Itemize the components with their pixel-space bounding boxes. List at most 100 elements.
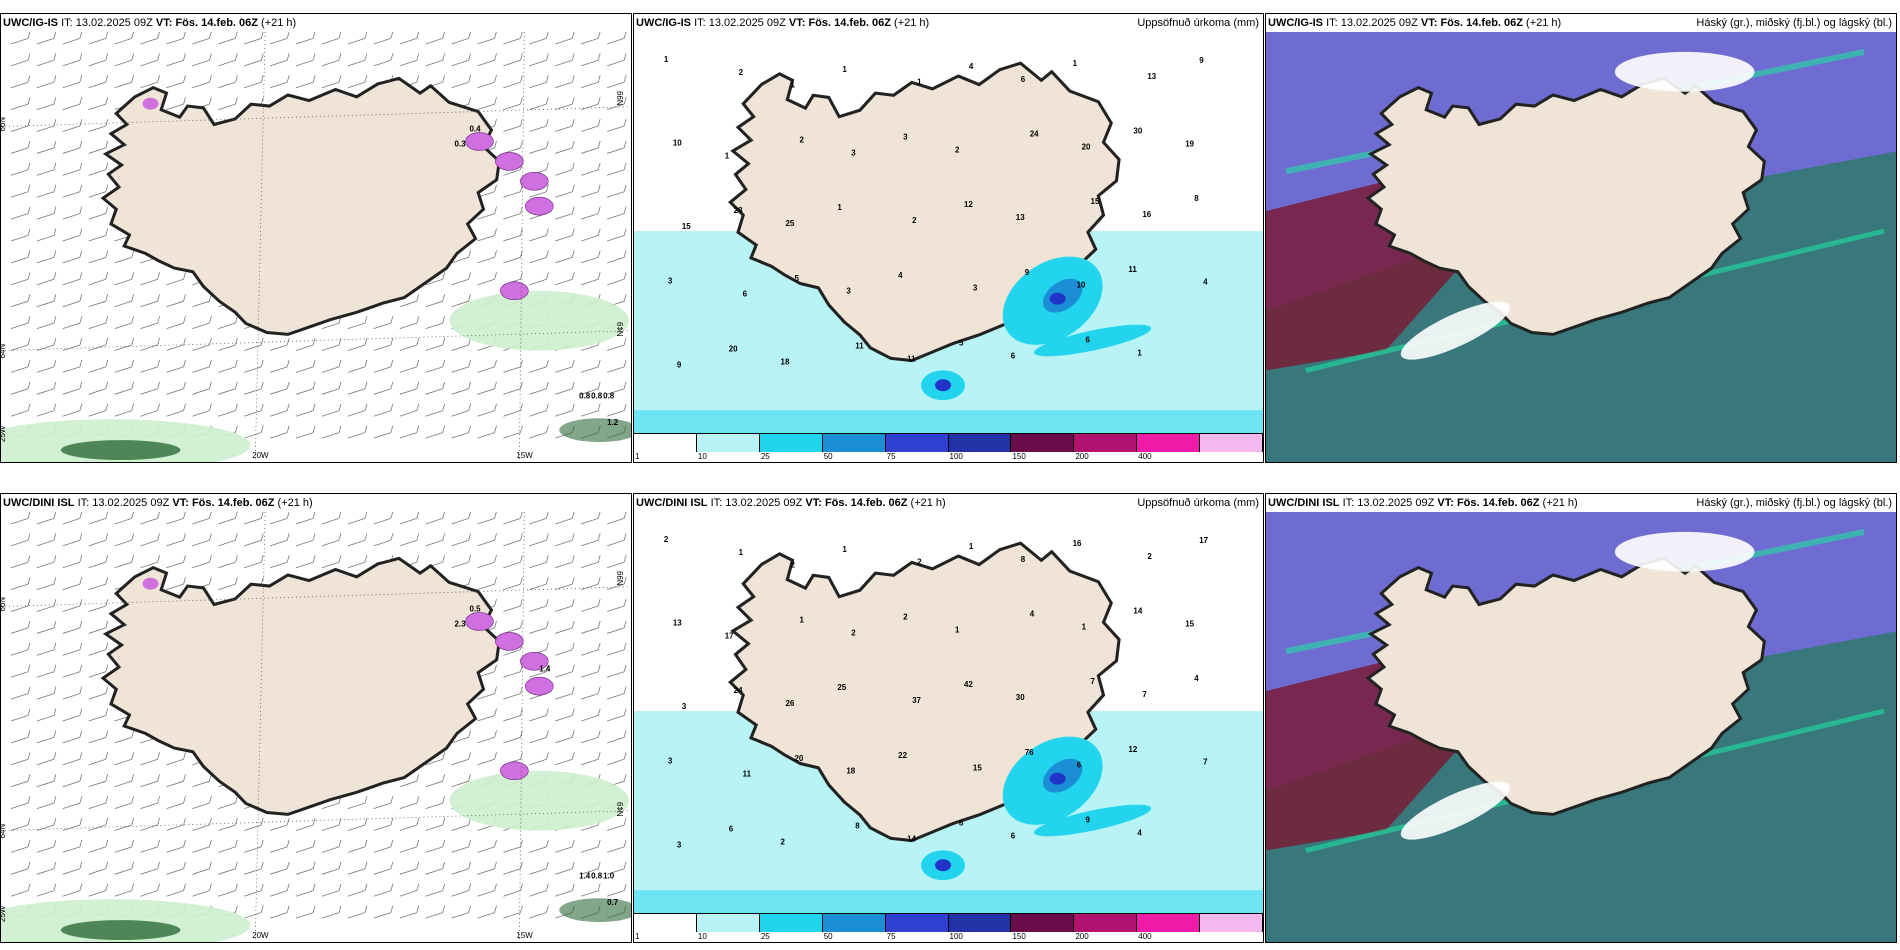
wind-barb-shaft: [88, 125, 106, 132]
wind-barb-flag: [338, 883, 342, 891]
wind-barb-shaft: [477, 432, 495, 439]
wind-barb-flag: [260, 425, 264, 433]
wind-barb-shaft: [88, 300, 106, 308]
wind-barb-flag: [468, 32, 471, 39]
wind-barb-shaft: [62, 758, 80, 766]
value-label: 4: [898, 271, 903, 280]
wind-barb-shaft: [399, 539, 417, 547]
wind-barb: [451, 425, 471, 439]
wind-barb: [244, 75, 264, 89]
wind-barb-flag: [338, 512, 342, 519]
value-label: 24: [734, 686, 743, 695]
wind-barb-shaft: [295, 518, 314, 525]
wind-barb-shaft: [88, 410, 106, 417]
wind-barb-flag: [623, 686, 627, 694]
wind-barb-shaft: [140, 388, 158, 395]
wind-barb-flag: [234, 97, 238, 105]
wind-barb-flag: [79, 403, 83, 411]
wind-barb-flag: [105, 686, 109, 694]
wind-barb-shaft: [503, 38, 521, 45]
wind-barb-flag: [494, 620, 497, 629]
wind-barb-shaft: [555, 649, 573, 656]
value-label: 6: [1011, 831, 1016, 840]
wind-barb-shaft: [581, 737, 599, 744]
wind-barb-flag: [390, 883, 394, 891]
wind-barb-flag: [131, 316, 135, 324]
wind-barb: [218, 533, 238, 547]
value-label: 0.7: [607, 898, 619, 907]
wind-barb-shaft: [555, 518, 573, 525]
wind-barb: [295, 905, 316, 919]
wind-barb-shaft: [555, 191, 573, 198]
wind-barb: [36, 598, 57, 612]
wind-barb: [477, 861, 497, 875]
wind-barb: [529, 359, 549, 373]
wind-barb-shaft: [321, 410, 340, 417]
wind-barb: [555, 403, 575, 417]
wind-barb: [606, 32, 627, 45]
wind-barb-flag: [623, 75, 627, 83]
wind-barb-flag: [442, 316, 446, 324]
wind-barb: [503, 861, 523, 875]
wind-barb: [36, 839, 57, 853]
wind-barb-shaft: [36, 583, 55, 591]
wind-barb-flag: [183, 359, 186, 367]
wind-barb-shaft: [606, 213, 625, 220]
wind-barb: [606, 817, 627, 831]
value-label: 4: [1030, 609, 1035, 618]
wind-barb: [503, 75, 523, 89]
wind-barb-flag: [260, 97, 264, 105]
wind-barb-shaft: [606, 890, 625, 897]
wind-barb-flag: [468, 730, 471, 738]
wind-barb-shaft: [606, 693, 625, 700]
wind-barb-flag: [571, 752, 575, 760]
wind-barb-flag: [183, 337, 186, 346]
wind-barb-flag: [53, 598, 57, 607]
wind-barb-shaft: [555, 278, 573, 286]
wind-barb-flag: [105, 75, 109, 83]
wind-barb-flag: [623, 381, 627, 389]
wind-barb: [218, 316, 238, 329]
value-label: 13: [1016, 213, 1025, 222]
wind-barb: [503, 228, 523, 242]
wind-barb-shaft: [36, 388, 55, 395]
wind-barb-shaft: [244, 366, 262, 373]
wind-barb-shaft: [114, 890, 132, 897]
value-label: 28: [734, 206, 743, 215]
wind-barb-shaft: [555, 59, 573, 67]
wind-barb: [10, 294, 31, 308]
wind-barb-flag: [468, 272, 471, 280]
wind-barb-flag: [390, 359, 394, 367]
wind-barb: [606, 598, 627, 612]
wind-barb-flag: [520, 359, 523, 367]
wind-barb-flag: [468, 75, 471, 83]
wind-barb-shaft: [295, 846, 314, 853]
wind-barb-shaft: [581, 147, 599, 154]
wind-barb-flag: [79, 796, 83, 804]
wind-barb-flag: [546, 577, 549, 585]
wind-barb: [555, 577, 575, 591]
wind-barb-shaft: [114, 846, 132, 853]
wind-barb: [555, 140, 575, 154]
wind-barb-flag: [27, 533, 31, 541]
map-ig-wind: 66N 64N N99 N¢9 20W 15W 25W 0.4 0.3 0.8 0.8 0.8 1.2: [1, 32, 631, 462]
wind-barb-shaft: [36, 780, 55, 788]
wind-barb-flag: [79, 184, 83, 192]
value-label: 1: [842, 65, 847, 74]
wind-barb-shaft: [606, 518, 625, 525]
wind-barb-shaft: [581, 59, 599, 67]
wind-barb-flag: [468, 97, 471, 105]
wind-barb-flag: [546, 118, 549, 127]
wind-barb: [140, 53, 160, 67]
wind-barb: [555, 512, 575, 525]
wind-barb-shaft: [10, 671, 29, 678]
wind-barb-flag: [312, 32, 316, 39]
wind-barb-flag: [546, 359, 549, 367]
wind-barb-flag: [364, 316, 368, 324]
wind-barb-shaft: [192, 322, 210, 329]
wind-barb-flag: [442, 32, 446, 39]
wind-barb-flag: [623, 53, 627, 61]
wind-barb-shaft: [321, 912, 340, 919]
wind-barb: [114, 883, 135, 897]
value-label: 3: [682, 702, 687, 711]
